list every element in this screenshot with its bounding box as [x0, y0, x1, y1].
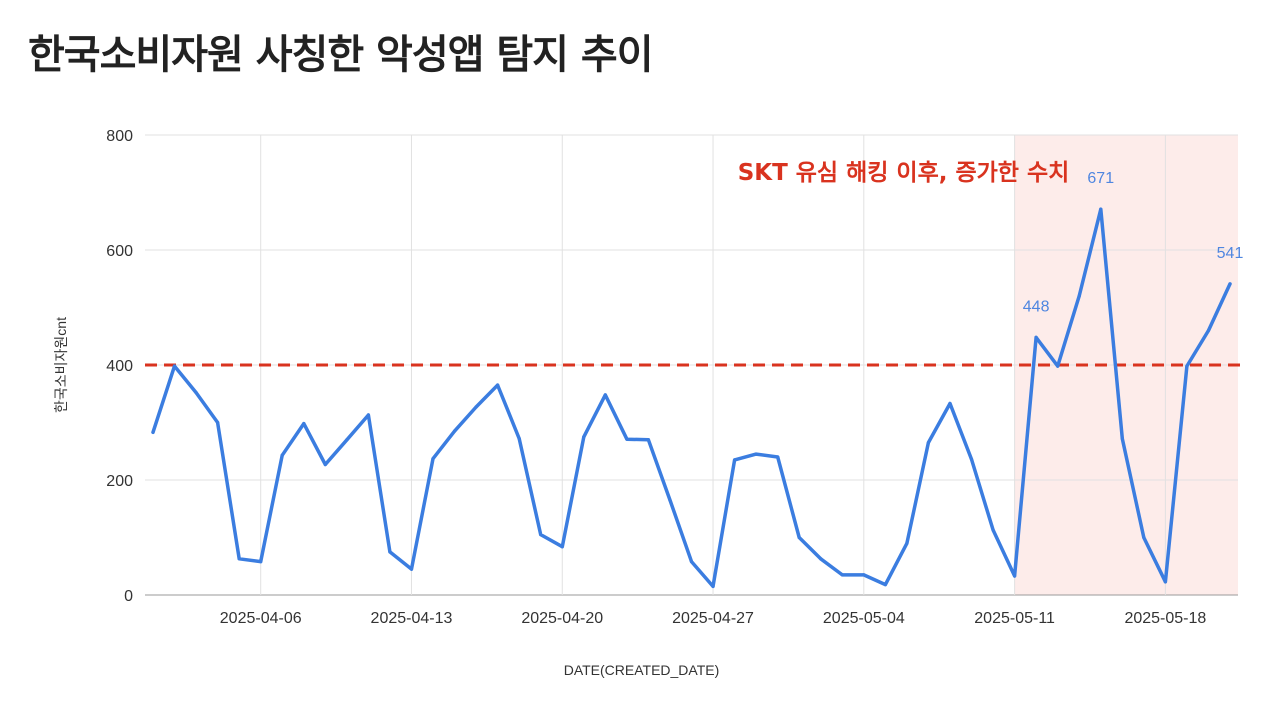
data-point — [625, 437, 629, 441]
y-tick-label: 600 — [106, 243, 133, 260]
data-point — [366, 413, 370, 417]
data-point — [388, 550, 392, 554]
data-label: 541 — [1217, 245, 1244, 262]
data-point — [1056, 364, 1060, 368]
data-point — [151, 430, 155, 434]
data-point — [926, 441, 931, 445]
data-point — [689, 560, 694, 564]
data-point — [646, 438, 651, 442]
y-tick-label: 200 — [106, 473, 133, 490]
data-point — [754, 452, 758, 456]
data-point — [280, 453, 284, 457]
data-point — [216, 420, 220, 425]
x-axis-title: DATE(CREATED_DATE) — [564, 662, 720, 678]
data-point — [496, 383, 500, 387]
data-point — [1228, 282, 1232, 286]
data-point — [452, 429, 457, 433]
data-point — [172, 364, 177, 368]
data-point — [474, 405, 478, 409]
data-point — [991, 528, 995, 532]
x-tick-label: 2025-04-06 — [220, 610, 302, 627]
data-point — [776, 455, 780, 459]
x-tick-label: 2025-05-18 — [1124, 610, 1206, 627]
data-point — [431, 457, 435, 461]
data-point — [1120, 437, 1124, 441]
y-tick-label: 400 — [106, 358, 133, 375]
data-label: 671 — [1087, 170, 1114, 187]
data-point — [194, 391, 198, 395]
data-point — [237, 557, 241, 561]
page-title: 한국소비자원 사칭한 악성앱 탐지 추이 — [28, 32, 654, 78]
data-point — [711, 584, 715, 588]
x-tick-label: 2025-04-20 — [521, 610, 603, 627]
data-point — [1206, 328, 1211, 333]
x-tick-label: 2025-05-04 — [823, 610, 905, 627]
data-point — [1034, 335, 1038, 339]
data-point — [1163, 580, 1167, 584]
data-point — [1099, 207, 1103, 211]
data-point — [603, 393, 607, 397]
annotation-text: SKT 유심 해킹 이후, 증가한 수치 — [738, 160, 1070, 186]
data-point — [883, 583, 887, 587]
data-point — [797, 535, 801, 540]
data-point — [345, 438, 349, 442]
data-point — [905, 541, 909, 545]
y-tick-label: 0 — [124, 588, 133, 605]
data-point — [323, 462, 327, 467]
data-point — [1142, 535, 1146, 540]
data-point — [668, 498, 672, 502]
data-point — [302, 422, 306, 426]
x-tick-label: 2025-04-13 — [371, 610, 453, 627]
x-tick-label: 2025-05-11 — [974, 610, 1055, 627]
data-point — [582, 435, 586, 439]
data-point — [1077, 294, 1081, 298]
data-point — [732, 458, 737, 462]
y-tick-label: 800 — [106, 128, 133, 145]
data-point — [948, 401, 952, 406]
data-point — [539, 533, 543, 537]
y-axis-title: 한국소비자원cnt — [53, 317, 69, 413]
data-label: 448 — [1023, 298, 1050, 315]
data-point — [969, 457, 974, 461]
data-point — [409, 567, 414, 571]
x-tick-label: 2025-04-27 — [672, 610, 754, 627]
data-point — [560, 545, 564, 549]
data-point — [862, 573, 866, 577]
data-point — [517, 437, 521, 441]
data-point — [819, 557, 823, 561]
data-point — [1013, 574, 1017, 578]
data-point — [259, 560, 263, 564]
data-point — [840, 573, 844, 577]
data-point — [1185, 364, 1189, 368]
